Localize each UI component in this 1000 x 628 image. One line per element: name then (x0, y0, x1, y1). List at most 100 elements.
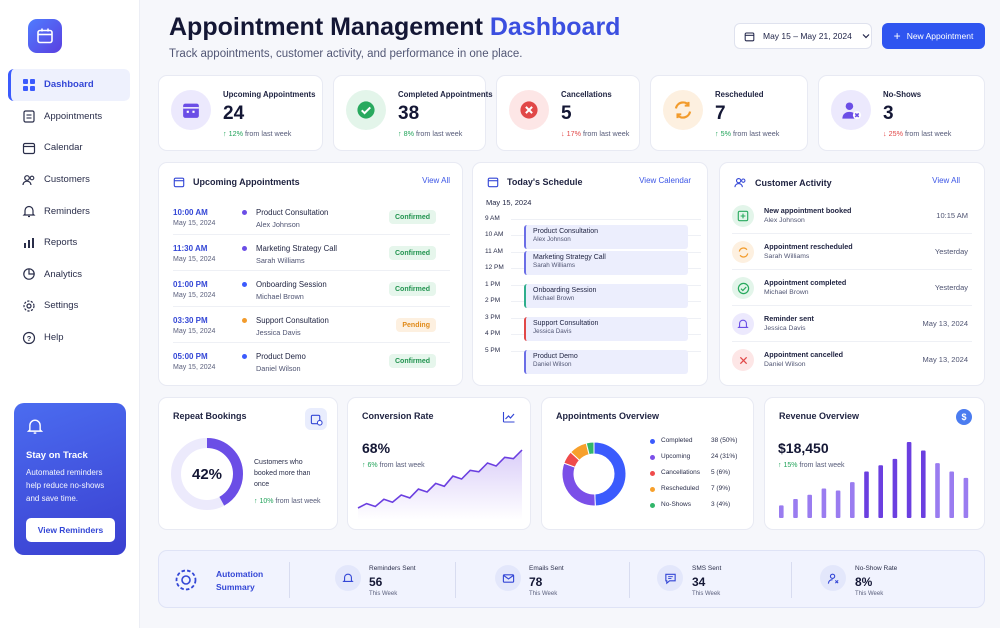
view-reminders-button[interactable]: View Reminders (26, 518, 115, 542)
stat-label: Rescheduled (715, 90, 764, 99)
new-appointment-button[interactable]: + New Appointment (882, 23, 985, 49)
sidebar-item-appointments[interactable]: Appointments (8, 101, 130, 133)
revenue-bar (906, 442, 912, 518)
schedule-event[interactable]: Marketing Strategy Call Sarah Williams (524, 251, 688, 275)
calendar-icon (22, 141, 36, 155)
booked-icon (732, 205, 754, 227)
legend-item: Upcoming 24 (31%) (650, 452, 740, 468)
arrow-up-icon: ↑ (223, 129, 227, 138)
rescheduled-icon (732, 241, 754, 263)
automation-sub: This Week (369, 591, 398, 597)
legend-dot (650, 439, 655, 444)
cancellations-stat-icon (509, 90, 549, 130)
automation-value: 34 (692, 575, 706, 589)
sidebar-nav: Dashboard Appointments Calendar Customer… (8, 69, 130, 353)
activity-row[interactable]: Reminder sent Jessica Davis May 13, 2024 (732, 306, 972, 342)
schedule-event[interactable]: Product Consultation Alex Johnson (524, 225, 688, 249)
hour-label: 9 AM (485, 215, 500, 222)
activity-title: Reminder sent (764, 314, 814, 323)
appointment-time: 03:30 PM (173, 316, 208, 325)
sidebar-item-calendar[interactable]: Calendar (8, 132, 130, 164)
help-icon: ? (22, 331, 36, 345)
activity-time: May 13, 2024 (922, 355, 968, 364)
app-logo[interactable] (28, 19, 62, 53)
sidebar-item-dashboard[interactable]: Dashboard (8, 69, 130, 101)
activity-row[interactable]: Appointment rescheduled Sarah Williams Y… (732, 234, 972, 270)
status-badge: Confirmed (389, 354, 436, 368)
event-person: Sarah Williams (533, 262, 575, 269)
status-badge: Confirmed (389, 282, 436, 296)
sidebar-item-analytics[interactable]: Analytics (8, 259, 130, 291)
stat-change: ↑ 8% from last week (398, 129, 462, 138)
appointment-name: Marketing Strategy Call (256, 244, 338, 253)
automation-label: No-Show Rate (855, 565, 898, 572)
stat-change-suffix: from last week (244, 129, 292, 138)
activity-person: Jessica Davis (764, 325, 806, 332)
panel-title: Upcoming Appointments (173, 176, 300, 188)
mail-icon (495, 565, 521, 591)
schedule-event[interactable]: Onboarding Session Michael Brown (524, 284, 688, 308)
sidebar-item-help[interactable]: ? Help (8, 322, 130, 354)
appointment-dot (242, 354, 247, 359)
change-suffix: from last week (275, 498, 321, 505)
divider (289, 562, 290, 598)
sidebar-item-label: Analytics (44, 268, 83, 280)
completed-icon (732, 277, 754, 299)
cancel-icon (732, 349, 754, 371)
appointment-row[interactable]: 03:30 PM May 15, 2024 Support Consultati… (173, 307, 450, 343)
activity-row[interactable]: Appointment cancelled Daniel Wilson May … (732, 342, 972, 378)
repeat-bookings-arc (171, 438, 243, 510)
legend-value: 5 (6%) (711, 469, 731, 476)
stat-value: 3 (883, 103, 894, 124)
activity-person: Michael Brown (764, 289, 809, 296)
revenue-bar (850, 482, 855, 518)
panel-title: Today's Schedule (487, 176, 583, 188)
legend-label: Cancellations (661, 469, 701, 476)
appointment-row[interactable]: 01:00 PM May 15, 2024 Onboarding Session… (173, 271, 450, 307)
activity-title: Appointment rescheduled (764, 242, 853, 251)
reminder-promo-card: Stay on Track Automated reminders help r… (14, 403, 126, 555)
appointment-dot (242, 282, 247, 287)
appointment-name: Product Demo (256, 352, 306, 361)
stat-change-suffix: from last week (904, 129, 952, 138)
upcoming-stat-icon (171, 90, 211, 130)
automation-sub: This Week (529, 591, 558, 597)
activity-view-all-link[interactable]: View All (932, 176, 960, 185)
schedule-event[interactable]: Support Consultation Jessica Davis (524, 317, 688, 341)
legend-value: 24 (31%) (711, 453, 738, 460)
revenue-bar-chart (779, 442, 969, 518)
date-range-picker[interactable]: May 15 – May 21, 2024 (734, 23, 872, 49)
activity-row[interactable]: New appointment booked Alex Johnson 10:1… (732, 198, 972, 234)
plus-icon: + (893, 29, 901, 43)
appointment-person: Alex Johnson (256, 220, 300, 229)
event-name: Product Demo (533, 353, 578, 360)
hour-label: 3 PM (485, 314, 501, 321)
appointment-row[interactable]: 05:00 PM May 15, 2024 Product Demo Danie… (173, 343, 450, 379)
event-person: Michael Brown (533, 295, 575, 302)
revenue-bar (779, 505, 784, 518)
automation-value: 56 (369, 575, 383, 589)
sidebar-item-label: Customers (44, 174, 90, 186)
conversion-trend-chart (357, 449, 523, 520)
sidebar-item-reports[interactable]: Reports (8, 227, 130, 259)
sidebar-item-settings[interactable]: Settings (8, 290, 130, 322)
appointment-row[interactable]: 11:30 AM May 15, 2024 Marketing Strategy… (173, 235, 450, 271)
legend-label: Upcoming (661, 453, 691, 460)
upcoming-view-all-link[interactable]: View All (422, 176, 450, 185)
appointment-time: 05:00 PM (173, 352, 208, 361)
legend-value: 7 (9%) (711, 485, 731, 492)
view-calendar-link[interactable]: View Calendar (639, 176, 691, 185)
user-x-icon (820, 565, 846, 591)
activity-row[interactable]: Appointment completed Michael Brown Yest… (732, 270, 972, 306)
users-icon (22, 173, 36, 187)
promo-title: Stay on Track (26, 450, 88, 461)
stat-change: ↓ 25% from last week (883, 129, 951, 138)
sidebar-item-customers[interactable]: Customers (8, 164, 130, 196)
sidebar-item-reminders[interactable]: Reminders (8, 195, 130, 227)
schedule-event[interactable]: Product Demo Daniel Wilson (524, 350, 688, 374)
revenue-bar (793, 499, 798, 518)
automation-label: Emails Sent (529, 565, 564, 572)
event-person: Daniel Wilson (533, 361, 572, 368)
appointment-row[interactable]: 10:00 AM May 15, 2024 Product Consultati… (173, 199, 450, 235)
activity-time: May 13, 2024 (922, 319, 968, 328)
